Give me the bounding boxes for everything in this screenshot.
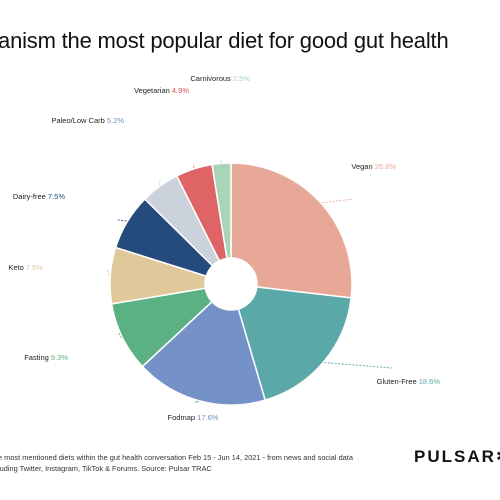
label-value: 26.8% [375, 162, 397, 171]
chart-title: ganism the most popular diet for good gu… [0, 28, 449, 53]
leader-line-carnivorous [219, 159, 222, 163]
label-name: Fodmap [168, 413, 198, 422]
leader-line-paleo-low-carb [158, 179, 161, 186]
slice-gluten-free [237, 286, 353, 402]
footnote: e most mentioned diets within the gut he… [0, 452, 388, 474]
label-value: 2.5% [233, 74, 250, 83]
footnote-line-1: e most mentioned diets within the gut he… [0, 453, 353, 462]
label-carnivorous: Carnivorous 2.5% [190, 74, 250, 83]
donut-hole [205, 258, 257, 310]
label-value: 17.6% [197, 413, 219, 422]
label-gluten-free: Gluten-Free 18.6% [377, 377, 441, 386]
logo-text: PULSAR [414, 447, 496, 466]
label-vegetarian: Vegetarian 4.9% [134, 86, 189, 95]
label-dairy-free: Dairy-free 7.5% [13, 192, 65, 201]
leader-line-dairy-free [117, 219, 127, 222]
label-name: Vegan [351, 162, 374, 171]
asterisk-icon: ✱ [496, 447, 500, 466]
leader-line-fasting [117, 331, 122, 339]
label-name: Paleo/Low Carb [51, 116, 106, 125]
label-name: Gluten-Free [377, 377, 419, 386]
label-value: 9.3% [51, 353, 68, 362]
label-value: 7.5% [48, 192, 65, 201]
label-value: 7.5% [26, 263, 43, 272]
leader-line-gluten-free [324, 362, 393, 369]
label-fasting: Fasting 9.3% [24, 353, 68, 362]
label-fodmap: Fodmap 17.6% [168, 413, 219, 422]
leader-line-vegan [322, 198, 354, 204]
label-name: Carnivorous [190, 74, 233, 83]
label-value: 5.2% [107, 116, 124, 125]
label-value: 18.6% [419, 377, 441, 386]
footnote-line-2: luding Twitter, Instagram, TikTok & Foru… [0, 464, 212, 473]
label-name: Dairy-free [13, 192, 48, 201]
label-vegan: Vegan 26.8% [351, 162, 396, 171]
label-name: Fasting [24, 353, 51, 362]
label-name: Keto [8, 263, 26, 272]
pulsar-logo: PULSAR✱ [414, 447, 500, 467]
label-keto: Keto 7.5% [8, 263, 43, 272]
label-name: Vegetarian [134, 86, 172, 95]
leader-line-keto [106, 269, 110, 276]
label-paleo-low-carb: Paleo/Low Carb 5.2% [51, 116, 124, 125]
label-value: 4.9% [172, 86, 189, 95]
